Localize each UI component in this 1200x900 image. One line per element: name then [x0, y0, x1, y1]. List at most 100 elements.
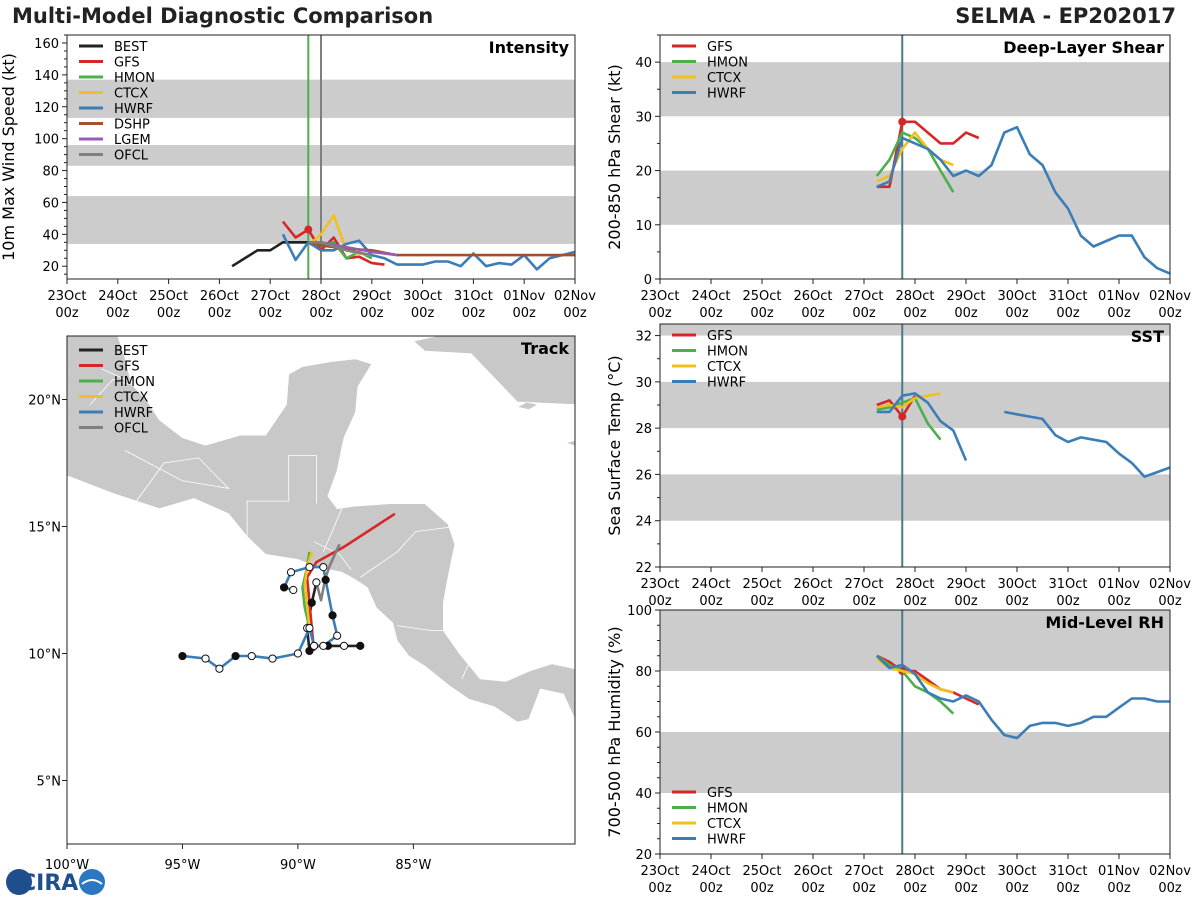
legend-label-lgem: LGEM	[114, 133, 151, 148]
y-tick-label: 60	[635, 726, 652, 741]
track-point-hwrf	[328, 611, 337, 620]
x-tick-date: 24Oct	[691, 864, 730, 879]
x-tick-hour: 00z	[411, 306, 435, 321]
x-tick-hour: 00z	[852, 306, 876, 321]
legend-label-ctcx: CTCX	[707, 360, 741, 375]
x-tick-date: 30Oct	[403, 289, 442, 304]
legend-label-gfs: GFS	[707, 40, 733, 55]
track-point-hwrf	[279, 583, 289, 592]
x-tick-hour: 00z	[954, 594, 978, 609]
legend-label-ctcx: CTCX	[707, 817, 741, 832]
marker-gfs	[898, 117, 907, 126]
legend-label-hwrf: HWRF	[114, 102, 153, 117]
marker-gfs	[304, 225, 313, 234]
x-tick-hour: 00z	[563, 306, 587, 321]
band-1	[660, 610, 1170, 671]
x-tick-hour: 00z	[513, 306, 537, 321]
band-0	[660, 732, 1170, 793]
border-line-0	[246, 455, 317, 537]
panel-intensity: 20 40 60 80 100 120 140 160 23Oct 00z 24Oct 00z 25Oc…	[0, 34, 596, 321]
y-tick-label: 26	[635, 468, 652, 483]
band-0	[660, 170, 1170, 225]
series-dshp	[307, 241, 575, 257]
marker-gfs	[898, 412, 907, 421]
track-point-hwrf	[333, 631, 342, 640]
series-hwrf	[876, 392, 1171, 478]
legend-label-hwrf: HWRF	[707, 87, 746, 102]
legend-label-dshp: DSHP	[114, 118, 150, 133]
panel-shear: 0 10 20 30 40 23Oct 00z 24Oct 00z 25Oct 00z 26Oct 00…	[605, 34, 1191, 321]
plot-frame	[66, 335, 576, 845]
y-tick-label: 40	[635, 787, 652, 802]
x-tick-date: 23Oct	[47, 289, 86, 304]
x-tick-date: 23Oct	[640, 864, 679, 879]
y-axis-label: 700-500 hPa Humidity (%)	[605, 626, 624, 837]
series-hmon	[876, 396, 942, 441]
series-hmon	[876, 654, 955, 715]
panel-sst: 22 24 26 28 30 32 23Oct 00z 24Oct 00z 25Oct 00z 26Oc…	[605, 323, 1191, 609]
track-point-hwrf	[178, 651, 187, 661]
land-masses	[67, 336, 575, 844]
x-tick-date: 31Oct	[1048, 864, 1087, 879]
series-hwrf	[281, 233, 576, 271]
y-tick-label: 15°N	[28, 521, 61, 536]
y-tick-label: 60	[42, 196, 59, 211]
y-tick-label: 80	[635, 665, 652, 680]
track-point-best	[339, 641, 349, 650]
x-tick-date: 29Oct	[352, 289, 391, 304]
track-point-hwrf	[215, 664, 224, 673]
x-tick-date: 02Nov	[554, 289, 596, 304]
x-tick-hour: 00z	[1107, 881, 1131, 896]
panel-title: Track	[521, 339, 569, 358]
series-ctcx	[876, 392, 941, 409]
x-tick-date: 27Oct	[251, 289, 290, 304]
panel-title: Mid-Level RH	[1045, 613, 1164, 632]
x-tick-hour: 00z	[55, 306, 79, 321]
series-gfs	[281, 220, 385, 266]
x-tick-date: 27Oct	[844, 289, 883, 304]
y-tick-label: 30	[635, 376, 652, 391]
x-tick-hour: 00z	[360, 306, 384, 321]
x-tick-date: 30Oct	[997, 864, 1036, 879]
track-point-hwrf	[319, 641, 328, 650]
y-tick-label: 100	[627, 604, 652, 619]
x-tick-hour: 00z	[954, 306, 978, 321]
land-polygon-2	[564, 440, 575, 447]
track-point-hwrf	[231, 651, 240, 661]
y-tick-label: 10	[635, 219, 652, 234]
x-tick-date: 02Nov	[1149, 289, 1191, 304]
series-hmon	[875, 131, 955, 193]
y-tick-label: 140	[34, 69, 59, 84]
band-1	[660, 381, 1170, 429]
x-tick-date: 01Nov	[503, 289, 545, 304]
track-point-hwrf	[305, 624, 314, 633]
y-tick-label: 24	[635, 515, 652, 530]
band-2	[660, 324, 1170, 336]
legend-label-gfs: GFS	[707, 786, 733, 801]
legend-label-ctcx: CTCX	[114, 87, 148, 102]
border-line-5	[461, 663, 470, 680]
series-hwrf	[876, 125, 1171, 275]
y-tick-label: 10°N	[28, 648, 61, 663]
x-tick-date: 29Oct	[946, 289, 985, 304]
x-tick-hour: 00z	[801, 306, 825, 321]
x-tick-hour: 00z	[1056, 594, 1080, 609]
track-point-hwrf	[289, 585, 298, 595]
series-gfs	[876, 395, 917, 418]
y-tick-label: 100	[34, 133, 59, 148]
panel-title: Deep-Layer Shear	[1003, 38, 1164, 57]
x-tick-label: 85°W	[395, 858, 431, 873]
panel-rh: 20 40 60 80 100 23Oct 00z 24Oct 00z 25Oct 00z 26Oct…	[605, 604, 1191, 896]
x-tick-label: 95°W	[165, 858, 201, 873]
legend-label-ofcl: OFCL	[114, 149, 149, 164]
border-line-1	[313, 541, 352, 570]
cira-logo: CIRA	[6, 869, 105, 896]
y-tick-label: 20	[42, 260, 59, 275]
x-tick-hour: 00z	[309, 306, 333, 321]
panel-track: 100°W 95°W 90°W 85°W 5°N 10°N 15°N 20°N Track BES…	[28, 335, 576, 873]
y-axis-label: 200-850 hPa Shear (kt)	[605, 64, 624, 250]
x-tick-date: 24Oct	[691, 577, 730, 592]
x-tick-hour: 00z	[1005, 594, 1029, 609]
x-tick-date: 25Oct	[742, 864, 781, 879]
